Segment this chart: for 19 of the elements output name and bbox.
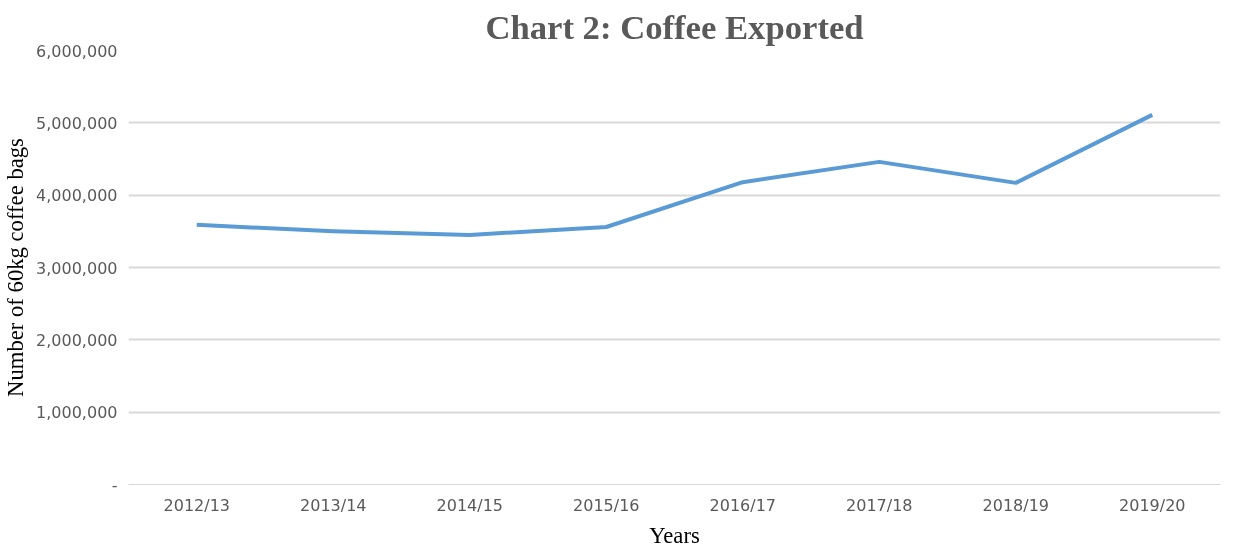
x-tick-label: 2017/18: [846, 495, 913, 515]
y-tick-label: 6,000,000: [36, 41, 118, 61]
x-tick-label: 2018/19: [982, 495, 1049, 515]
x-tick-label: 2014/15: [436, 495, 503, 515]
x-tick-label: 2013/14: [300, 495, 367, 515]
y-axis-title: Number of 60kg coffee bags: [3, 138, 29, 397]
y-tick-label: 4,000,000: [36, 186, 118, 206]
x-axis-title: Years: [649, 522, 700, 548]
y-tick-label: 5,000,000: [36, 113, 118, 133]
x-tick-label: 2019/20: [1119, 495, 1186, 515]
x-tick-label: 2015/16: [573, 495, 640, 515]
y-tick-label: 1,000,000: [36, 403, 118, 423]
y-tick-label: -: [111, 475, 118, 495]
y-tick-label: 2,000,000: [36, 330, 118, 350]
line-series: [194, 112, 1155, 237]
chart-title: Chart 2: Coffee Exported: [485, 7, 864, 46]
x-tick-label: 2012/13: [163, 495, 230, 515]
x-tick-label: 2016/17: [709, 495, 776, 515]
y-tick-label: 3,000,000: [36, 258, 118, 278]
